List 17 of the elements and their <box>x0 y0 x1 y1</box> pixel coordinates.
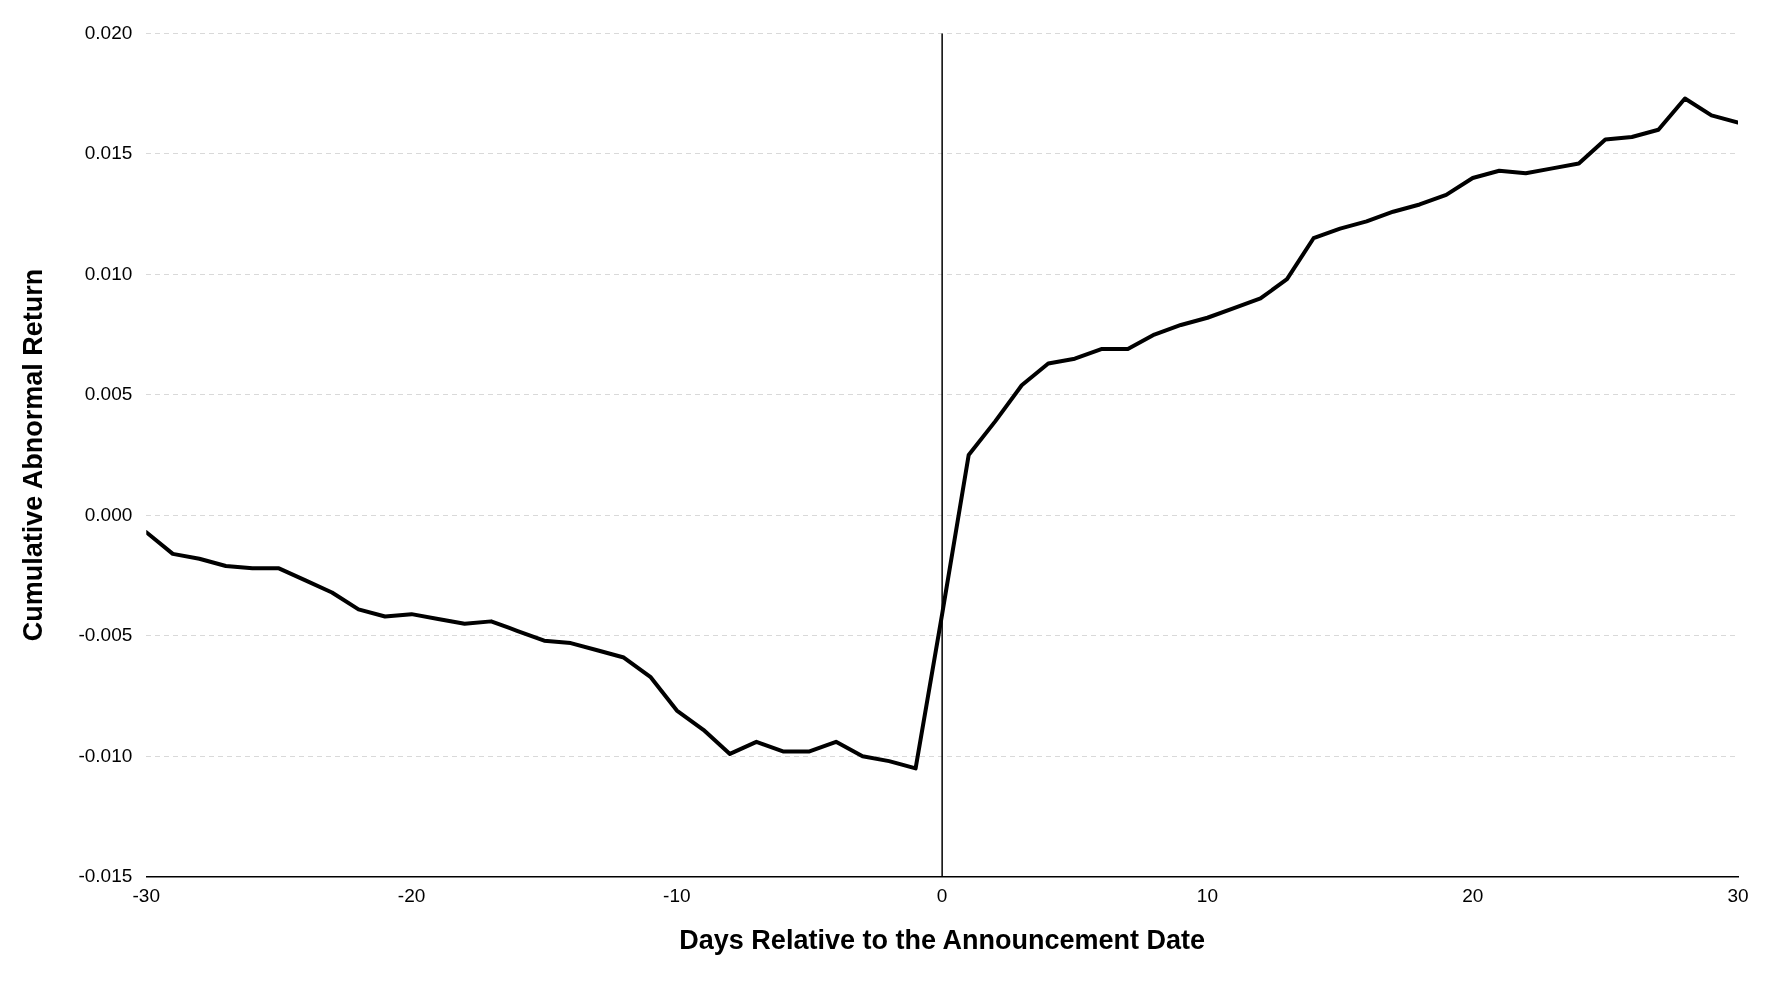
x-tick-label: 20 <box>1462 885 1484 907</box>
x-tick-label: 0 <box>936 885 948 907</box>
y-tick-label: 0.020 <box>84 21 133 43</box>
y-axis-title: Cumulative Abnormal Return <box>17 268 48 642</box>
x-tick-label: -10 <box>663 885 691 907</box>
x-tick-label: -20 <box>397 885 426 907</box>
y-tick-label: -0.005 <box>78 624 133 646</box>
y-tick-label: 0.000 <box>84 503 133 525</box>
x-tick-label: 30 <box>1727 885 1749 907</box>
y-tick-label: 0.005 <box>84 383 133 405</box>
y-tick-label: -0.010 <box>78 744 133 766</box>
y-tick-label: -0.015 <box>78 865 133 887</box>
x-axis-title: Days Relative to the Announcement Date <box>679 925 1205 956</box>
y-tick-label: 0.010 <box>84 262 133 284</box>
x-tick-label: 10 <box>1196 885 1218 907</box>
y-tick-label: 0.015 <box>84 142 133 164</box>
x-tick-label: -30 <box>132 885 161 907</box>
